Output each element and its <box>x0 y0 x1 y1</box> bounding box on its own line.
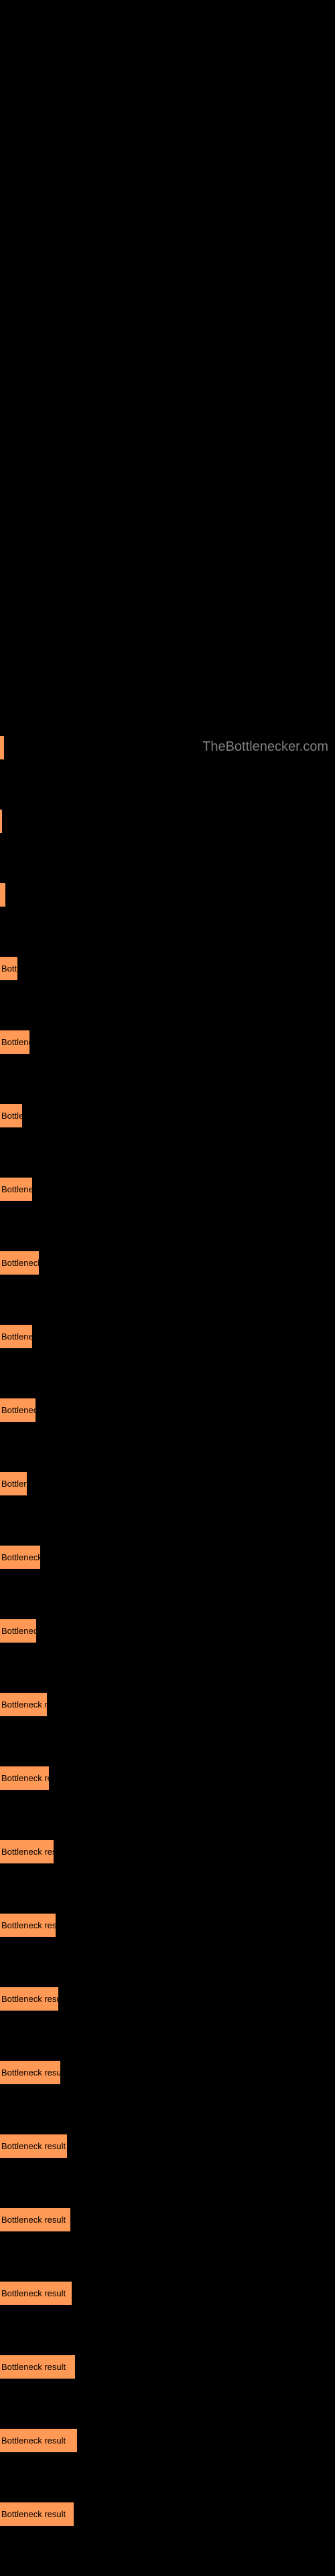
bar: Bottleneck re <box>0 1619 36 1643</box>
bar-row: Bottleneck re <box>0 1619 335 1643</box>
bar-label: Bottleneck resu <box>1 1552 40 1562</box>
bar-label: Bottleneck result <box>1 2435 66 2446</box>
bar: Bottleneck result <box>0 1693 47 1716</box>
bar-label: Bottleneck result <box>1 2288 66 2298</box>
bar-row: Bottlenec <box>0 1472 335 1495</box>
bar-row: Bottleneck resu <box>0 1251 335 1275</box>
bar-label: Bottlen <box>1 1111 22 1121</box>
bar-label: Bottle <box>1 963 17 974</box>
bar: Bottleneck result <box>0 1766 49 1790</box>
bar-label: Bottleneck <box>1 1037 29 1047</box>
bar: Bottleneck result <box>0 2282 72 2305</box>
bar-label: Bottleneck result <box>1 2141 66 2151</box>
bar: Bottleneck result <box>0 1914 56 1937</box>
bar-row: Bottleneck result <box>0 2134 335 2158</box>
bar-label: Bottleneck result <box>1 2362 66 2372</box>
bar: Bottleneck result <box>0 2355 75 2379</box>
bar: Bottleneck resu <box>0 1251 39 1275</box>
bar-label: Bottleneck result <box>1 1773 49 1783</box>
bar-chart: Bottle Bottleneck Bottlen Bottleneck r Bottl… <box>0 736 335 2526</box>
bar-label: Bottlenec <box>1 1479 27 1489</box>
bar: Bottleneck resu <box>0 1546 40 1569</box>
bar-row: Bottleneck result <box>0 2355 335 2379</box>
bar: Bottleneck result <box>0 2208 70 2231</box>
bar-row <box>0 810 335 833</box>
bar: Bottleneck result <box>0 2429 77 2452</box>
bar-row: Bottleneck re <box>0 1398 335 1422</box>
watermark-text: TheBottlenecker.com <box>202 739 328 755</box>
bar-row: Bottle <box>0 957 335 980</box>
bar-label: Bottleneck result <box>1 1920 56 1930</box>
bar: Bottlenec <box>0 1472 27 1495</box>
bar-row: Bottleneck r <box>0 1178 335 1201</box>
bar-label: Bottleneck resu <box>1 1258 39 1268</box>
bar: Bottleneck result <box>0 2061 60 2084</box>
bar-row: Bottleneck result <box>0 1840 335 1863</box>
bar: Bottleneck <box>0 1030 29 1054</box>
bar: Bottleneck result <box>0 1987 58 2011</box>
bar-row: Bottleneck result <box>0 2429 335 2452</box>
bar-label: Bottleneck re <box>1 1405 36 1415</box>
bar-label: Bottleneck result <box>1 2509 66 2519</box>
bar-row: Bottleneck result <box>0 1987 335 2011</box>
bar: Bottlen <box>0 1104 22 1127</box>
bar-row: Bottleneck result <box>0 2502 335 2526</box>
bar: Bottle <box>0 957 17 980</box>
bar-row: Bottleneck r <box>0 1325 335 1348</box>
bar-label: Bottleneck r <box>1 1331 32 1342</box>
bar-label: Bottleneck result <box>1 2067 60 2078</box>
bar <box>0 883 5 907</box>
bar-label: Bottleneck result <box>1 1699 47 1710</box>
bar <box>0 736 4 759</box>
bar-row: Bottleneck result <box>0 1914 335 1937</box>
bar-row <box>0 883 335 907</box>
bar-row: Bottleneck result <box>0 2061 335 2084</box>
bar-row: Bottleneck result <box>0 1693 335 1716</box>
bar: Bottleneck re <box>0 1398 36 1422</box>
bar-row: Bottleneck resu <box>0 1546 335 1569</box>
bar-row: Bottleneck result <box>0 1766 335 1790</box>
bar-row: Bottleneck result <box>0 2208 335 2231</box>
bar-row: Bottlen <box>0 1104 335 1127</box>
bar-row: Bottleneck <box>0 1030 335 1054</box>
bar: Bottleneck result <box>0 2134 67 2158</box>
bar: Bottleneck result <box>0 2502 74 2526</box>
bar: Bottleneck r <box>0 1325 32 1348</box>
bar-label: Bottleneck re <box>1 1626 36 1636</box>
bar-row: Bottleneck result <box>0 2282 335 2305</box>
bar-label: Bottleneck result <box>1 2215 66 2225</box>
bar <box>0 810 2 833</box>
bar-label: Bottleneck result <box>1 1847 54 1857</box>
bar: Bottleneck r <box>0 1178 32 1201</box>
bar: Bottleneck result <box>0 1840 54 1863</box>
bar-label: Bottleneck result <box>1 1994 58 2004</box>
bar-label: Bottleneck r <box>1 1184 32 1194</box>
